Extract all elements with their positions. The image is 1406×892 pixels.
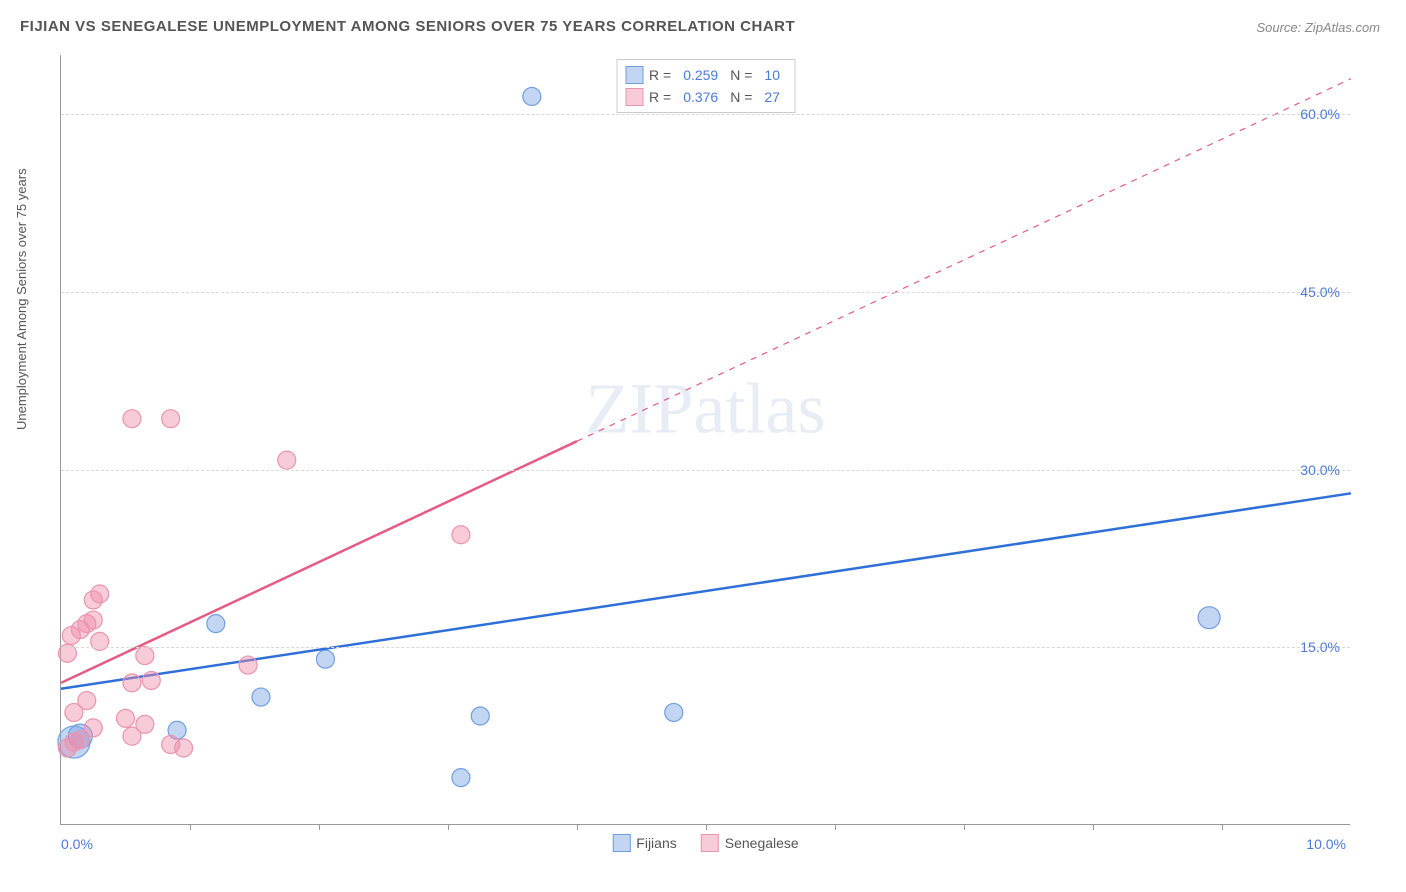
tick-x (448, 824, 449, 830)
series-legend: Fijians Senegalese (612, 834, 798, 852)
gridline-h (61, 114, 1350, 115)
data-point (91, 585, 109, 603)
gridline-h (61, 292, 1350, 293)
data-point (136, 715, 154, 733)
chart-container: FIJIAN VS SENEGALESE UNEMPLOYMENT AMONG … (0, 0, 1406, 892)
legend-n-value: 27 (764, 89, 780, 105)
legend-swatch (625, 66, 643, 84)
data-point (142, 671, 160, 689)
trend-line-dashed (577, 79, 1351, 441)
y-tick-label: 30.0% (1300, 462, 1340, 478)
tick-x (190, 824, 191, 830)
legend-swatch (612, 834, 630, 852)
data-point (117, 709, 135, 727)
gridline-h (61, 470, 1350, 471)
legend-n-label: N = (730, 89, 752, 105)
legend-n-label: N = (730, 67, 752, 83)
x-max-label: 10.0% (1306, 836, 1346, 852)
series-name: Senegalese (725, 835, 799, 851)
tick-x (577, 824, 578, 830)
data-point (239, 656, 257, 674)
y-tick-label: 45.0% (1300, 284, 1340, 300)
data-point (162, 410, 180, 428)
gridline-h (61, 647, 1350, 648)
data-point (471, 707, 489, 725)
data-point (523, 87, 541, 105)
legend-swatch (701, 834, 719, 852)
y-tick-label: 60.0% (1300, 106, 1340, 122)
series-legend-item: Senegalese (701, 834, 799, 852)
data-point (278, 451, 296, 469)
data-point (207, 615, 225, 633)
legend-r-label: R = (649, 89, 671, 105)
data-point (665, 703, 683, 721)
tick-x (1222, 824, 1223, 830)
data-point (78, 692, 96, 710)
y-tick-label: 15.0% (1300, 639, 1340, 655)
legend-r-value: 0.259 (683, 67, 718, 83)
tick-x (706, 824, 707, 830)
legend-row: R = 0.259 N = 10 (625, 64, 786, 86)
tick-x (1093, 824, 1094, 830)
data-point (84, 719, 102, 737)
y-axis-label: Unemployment Among Seniors over 75 years (14, 168, 29, 430)
x-min-label: 0.0% (61, 836, 93, 852)
tick-x (835, 824, 836, 830)
data-point (316, 650, 334, 668)
legend-r-value: 0.376 (683, 89, 718, 105)
source-label: Source: ZipAtlas.com (1256, 20, 1380, 35)
legend-box: R = 0.259 N = 10 R = 0.376 N = 27 (616, 59, 795, 113)
legend-swatch (625, 88, 643, 106)
tick-x (964, 824, 965, 830)
chart-svg (61, 55, 1350, 824)
data-point (1198, 607, 1220, 629)
data-point (123, 410, 141, 428)
data-point (123, 674, 141, 692)
data-point (175, 739, 193, 757)
data-point (452, 769, 470, 787)
legend-row: R = 0.376 N = 27 (625, 86, 786, 108)
legend-n-value: 10 (764, 67, 780, 83)
data-point (252, 688, 270, 706)
data-point (136, 647, 154, 665)
plot-area: ZIPatlas R =0.259N =10R =0.376N =27 Fiji… (60, 55, 1350, 825)
chart-title: FIJIAN VS SENEGALESE UNEMPLOYMENT AMONG … (20, 18, 795, 35)
data-point (84, 611, 102, 629)
series-legend-item: Fijians (612, 834, 676, 852)
series-name: Fijians (636, 835, 676, 851)
data-point (452, 526, 470, 544)
legend-r-label: R = (649, 67, 671, 83)
tick-x (319, 824, 320, 830)
